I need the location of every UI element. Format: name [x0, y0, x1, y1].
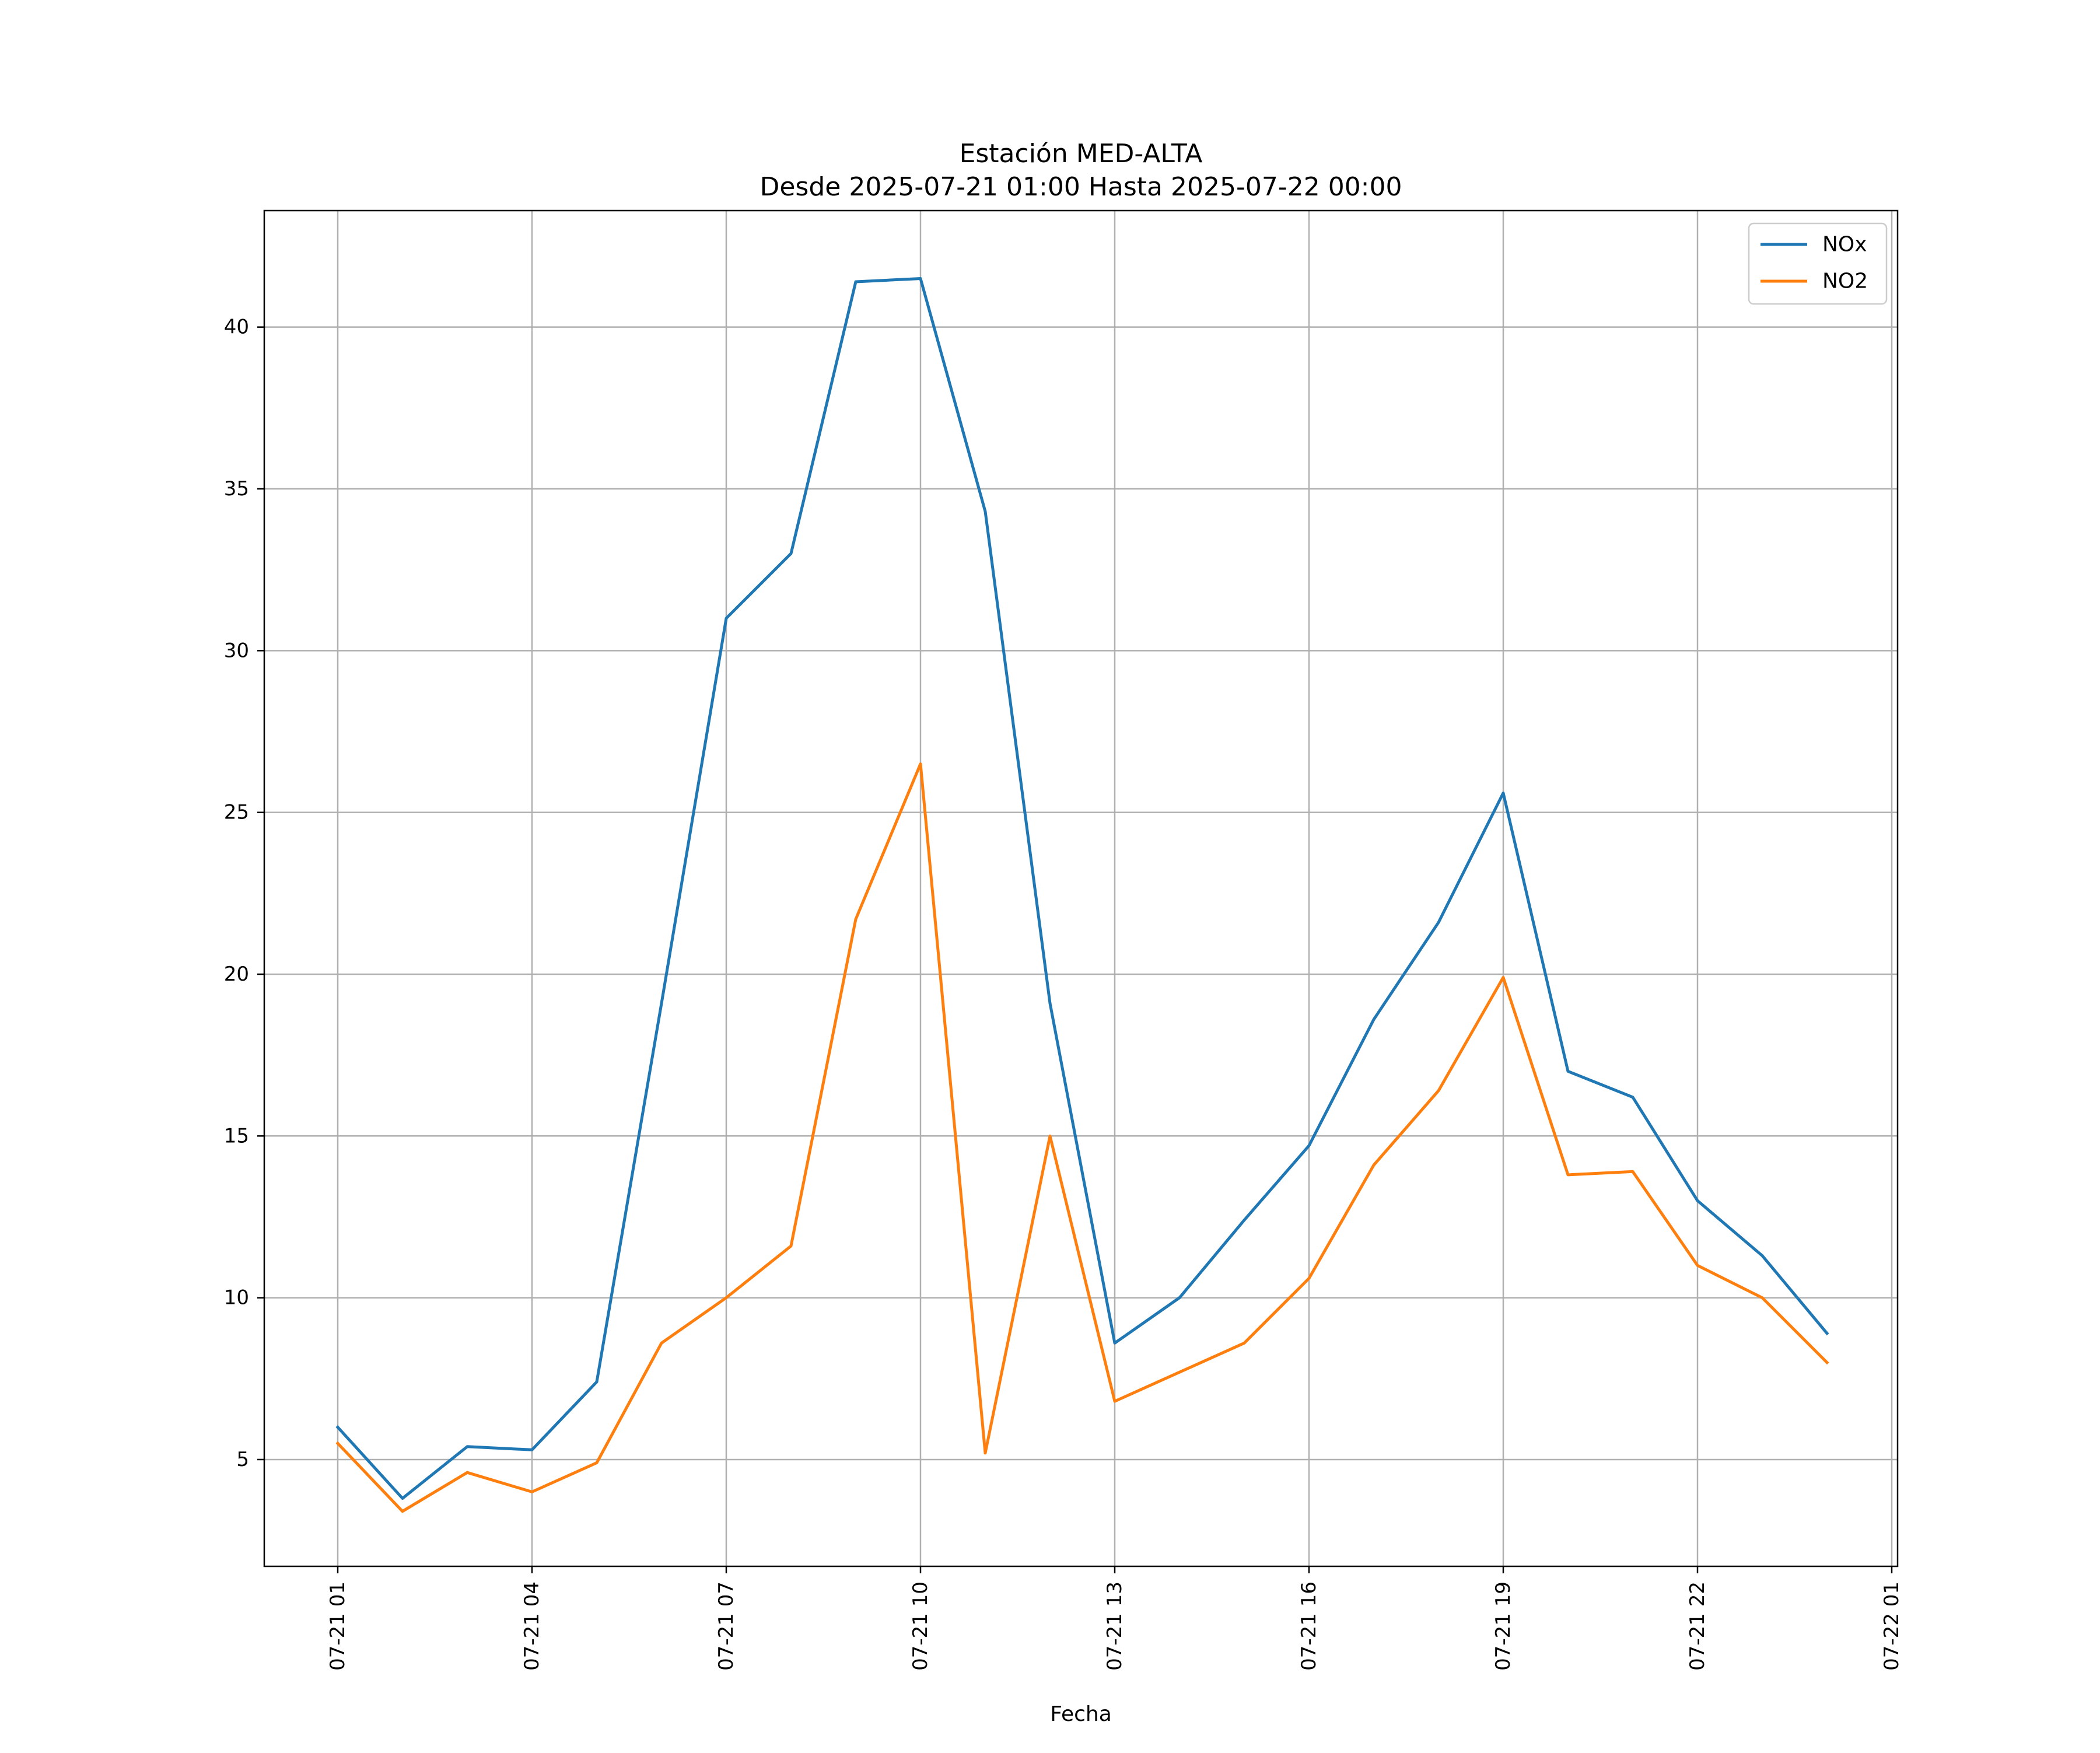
x-tick-label: 07-21 16: [1297, 1581, 1321, 1671]
chart-title: Estación MED-ALTA: [960, 139, 1203, 169]
x-tick-label: 07-21 04: [520, 1581, 544, 1671]
y-tick-label: 10: [224, 1286, 249, 1310]
y-axis: 5 10 15 20 25 30 35 40: [224, 316, 264, 1471]
x-tick-label: 07-22 01: [1880, 1581, 1903, 1671]
x-tick-label: 07-21 22: [1686, 1581, 1709, 1671]
legend-label-nox: NOx: [1822, 233, 1867, 257]
y-tick-label: 40: [224, 316, 249, 339]
plot-frame: [263, 209, 1899, 1567]
x-tick-label: 07-21 13: [1103, 1581, 1126, 1671]
y-tick-label: 25: [224, 801, 249, 824]
x-tick-label: 07-21 19: [1492, 1581, 1515, 1671]
x-axis: 07-21 01 07-21 04 07-21 07 07-21 10 07-21 13…: [326, 1566, 1903, 1671]
y-tick-label: 30: [224, 639, 249, 662]
chart-subtitle: Desde 2025-07-21 01:00 Hasta 2025-07-22 …: [760, 172, 1402, 202]
x-axis-label: Fecha: [1050, 1702, 1112, 1726]
y-tick-label: 15: [224, 1124, 249, 1147]
grid: [264, 211, 1898, 1566]
legend: NOx NO2: [1748, 222, 1888, 305]
x-tick-label: 07-21 07: [715, 1581, 738, 1671]
legend-label-no2: NO2: [1822, 270, 1868, 293]
x-tick-label: 07-21 01: [326, 1581, 349, 1671]
series-lines: [335, 277, 1829, 1513]
series-line-nox: [335, 277, 1829, 1500]
series-line-no2: [335, 762, 1829, 1513]
y-tick-label: 35: [224, 477, 249, 501]
y-tick-label: 5: [236, 1448, 249, 1471]
y-tick-label: 20: [224, 963, 249, 986]
x-tick-label: 07-21 10: [909, 1581, 932, 1671]
